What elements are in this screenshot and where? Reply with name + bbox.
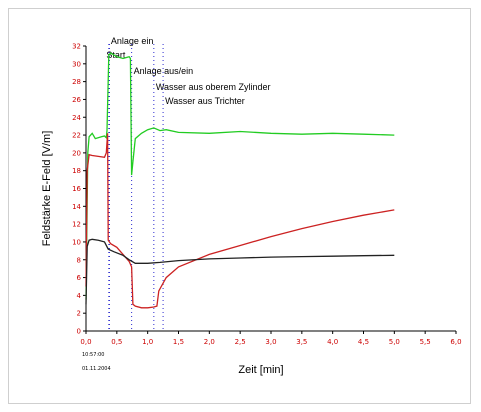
footnote-line: 01.11.2004 bbox=[82, 366, 111, 372]
x-tick-label: 3,5 bbox=[296, 338, 307, 346]
y-tick-label: 24 bbox=[72, 114, 81, 122]
y-tick-label: 12 bbox=[72, 221, 81, 229]
x-tick-label: 6,0 bbox=[450, 338, 461, 346]
text-labels: Zeit [min] Feldstärke E-Feld [V/m] 10:57:0… bbox=[41, 131, 284, 376]
event-marker-label: Start bbox=[106, 50, 126, 60]
x-tick-label: 3,0 bbox=[265, 338, 276, 346]
y-tick-label: 6 bbox=[77, 274, 82, 282]
event-marker-label: Anlage aus/ein bbox=[134, 66, 194, 76]
y-tick-label: 14 bbox=[72, 203, 81, 211]
x-tick-label: 0,5 bbox=[111, 338, 122, 346]
x-tick-label: 2,5 bbox=[235, 338, 246, 346]
event-marker-label: Wasser aus oberem Zylinder bbox=[156, 82, 271, 92]
y-tick-label: 10 bbox=[72, 238, 81, 246]
x-tick-label: 2,0 bbox=[204, 338, 215, 346]
y-tick-label: 18 bbox=[72, 167, 81, 175]
y-tick-label: 30 bbox=[72, 60, 81, 68]
y-axis-label: Feldstärke E-Feld [V/m] bbox=[41, 131, 53, 247]
x-tick-label: 5,5 bbox=[420, 338, 431, 346]
y-tick-label: 26 bbox=[72, 96, 81, 104]
x-tick-label: 4,0 bbox=[327, 338, 338, 346]
y-tick-label: 2 bbox=[77, 310, 81, 318]
y-tick-label: 22 bbox=[72, 132, 81, 140]
x-axis-label: Zeit [min] bbox=[238, 364, 283, 376]
series-line-2 bbox=[85, 133, 395, 309]
series-line-1 bbox=[85, 52, 395, 300]
x-tick-label: 0,0 bbox=[80, 338, 91, 346]
y-tick-label: 8 bbox=[77, 256, 81, 264]
y-tick-label: 0 bbox=[77, 328, 81, 336]
x-tick-label: 4,5 bbox=[358, 338, 369, 346]
y-tick-label: 4 bbox=[77, 292, 82, 300]
y-tick-label: 16 bbox=[72, 185, 81, 193]
series-line-3 bbox=[85, 238, 395, 305]
x-tick-label: 1,5 bbox=[173, 338, 184, 346]
y-tick-label: 32 bbox=[72, 43, 81, 51]
event-markers: Anlage ein Start Anlage aus/ein Wasser aus … bbox=[106, 36, 271, 331]
series-lines bbox=[85, 52, 395, 309]
footnote-line: 10:57:00 bbox=[82, 352, 104, 358]
y-tick-label: 20 bbox=[72, 149, 81, 157]
y-tick-label: 28 bbox=[72, 78, 81, 86]
x-tick-label: 5,0 bbox=[389, 338, 400, 346]
event-marker-label: Wasser aus Trichter bbox=[165, 96, 245, 106]
x-tick-label: 1,0 bbox=[142, 338, 153, 346]
event-marker-label: Anlage ein bbox=[111, 36, 154, 46]
